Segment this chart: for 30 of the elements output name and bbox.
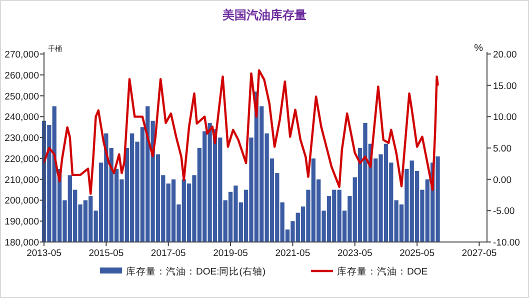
y-tick-label: 230,000 bbox=[4, 133, 39, 144]
y-tick-label: 180,000 bbox=[4, 238, 39, 248]
y-tick-label: 270,000 bbox=[4, 50, 39, 60]
x-tick-label: 2023-05 bbox=[337, 248, 372, 259]
x-tick-label: 2027-05 bbox=[462, 248, 497, 259]
y2-tick-label: 0.00 bbox=[493, 174, 512, 186]
y-tick-label: 250,000 bbox=[4, 91, 39, 102]
y2-tick-label: -10.00 bbox=[493, 238, 520, 248]
x-tick-label: 2013-05 bbox=[26, 248, 62, 259]
x-tick-label: 2015-05 bbox=[88, 248, 124, 259]
x-tick-label: 2019-05 bbox=[213, 248, 248, 259]
y-tick-label: 210,000 bbox=[4, 174, 39, 186]
y-tick-label: 200,000 bbox=[4, 196, 39, 207]
y2-tick-label: 20.00 bbox=[493, 50, 517, 60]
y2-tick-label: 15.00 bbox=[493, 80, 517, 92]
y2-tick-label: 10.00 bbox=[493, 112, 517, 124]
y-tick-label: 220,000 bbox=[4, 154, 39, 165]
y-tick-label: 260,000 bbox=[4, 70, 39, 82]
y-tick-label: 240,000 bbox=[4, 112, 39, 124]
y2-tick-label: 5.00 bbox=[493, 144, 512, 154]
legend-label: 库存量：汽油：DOE bbox=[337, 266, 428, 278]
x-tick-label: 2025-05 bbox=[400, 248, 434, 259]
y2-axis-title: % bbox=[474, 43, 484, 54]
chart-title: 美国汽油库存量 bbox=[222, 8, 306, 22]
y-tick-label: 190,000 bbox=[4, 216, 39, 228]
x-tick-label: 2021-05 bbox=[275, 248, 310, 259]
x-tick-label: 2017-05 bbox=[150, 248, 186, 259]
line-series bbox=[42, 69, 439, 195]
legend-label: 库存量：汽油：DOE:同比(右轴) bbox=[126, 266, 266, 278]
y2-tick-label: -5.00 bbox=[493, 206, 515, 218]
